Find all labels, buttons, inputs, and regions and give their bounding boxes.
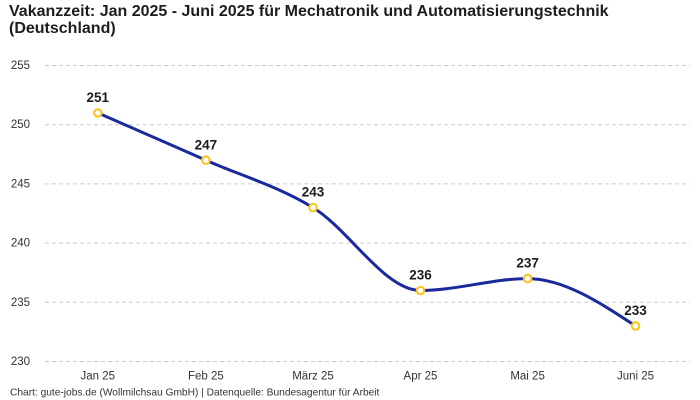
svg-text:255: 255 <box>11 60 30 72</box>
svg-text:(Deutschland): (Deutschland) <box>9 20 116 37</box>
svg-text:236: 236 <box>409 268 432 283</box>
svg-text:235: 235 <box>11 297 30 309</box>
svg-text:Feb 25: Feb 25 <box>188 371 224 383</box>
svg-text:Apr 25: Apr 25 <box>404 371 438 383</box>
svg-text:251: 251 <box>87 90 110 105</box>
svg-text:233: 233 <box>624 303 647 318</box>
svg-text:Juni 25: Juni 25 <box>617 371 654 383</box>
svg-text:Mai 25: Mai 25 <box>510 371 545 383</box>
svg-text:Jan 25: Jan 25 <box>81 371 116 383</box>
svg-text:Chart: gute-jobs.de (Wollmilch: Chart: gute-jobs.de (Wollmilchsau GmbH) … <box>10 388 380 399</box>
svg-text:245: 245 <box>11 178 30 190</box>
svg-text:März 25: März 25 <box>292 371 334 383</box>
svg-text:243: 243 <box>302 185 325 200</box>
svg-text:Vakanzzeit: Jan 2025 - Juni 20: Vakanzzeit: Jan 2025 - Juni 2025 für Mec… <box>9 3 609 20</box>
svg-text:237: 237 <box>516 256 539 271</box>
svg-text:250: 250 <box>11 119 30 131</box>
svg-text:240: 240 <box>11 238 30 250</box>
svg-text:230: 230 <box>11 356 30 368</box>
svg-text:247: 247 <box>195 137 218 152</box>
